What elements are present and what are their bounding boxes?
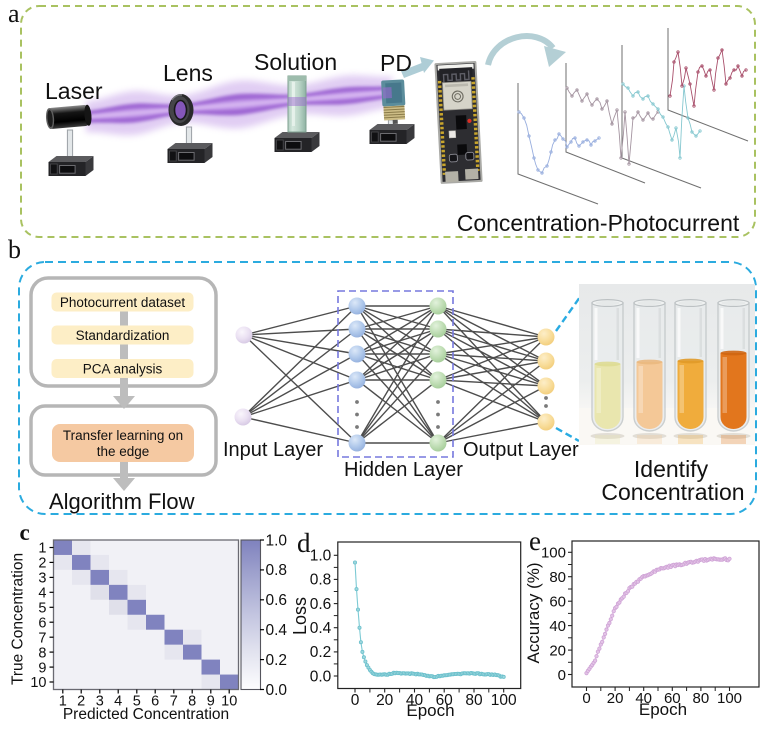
svg-text:9: 9: [38, 660, 46, 676]
svg-text:Identify: Identify: [634, 456, 709, 482]
svg-text:Solution: Solution: [254, 49, 337, 75]
svg-text:9: 9: [207, 694, 215, 710]
svg-text:0.0: 0.0: [266, 682, 288, 699]
svg-text:Concentration-Photocurrent: Concentration-Photocurrent: [457, 210, 740, 236]
svg-text:60: 60: [549, 594, 566, 611]
svg-text:the edge: the edge: [97, 444, 150, 459]
svg-text:7: 7: [38, 630, 46, 646]
svg-text:3: 3: [38, 571, 46, 587]
svg-text:7: 7: [170, 694, 178, 710]
svg-text:20: 20: [549, 642, 566, 659]
svg-text:PCA analysis: PCA analysis: [83, 362, 163, 377]
svg-text:100: 100: [541, 545, 566, 562]
svg-text:0: 0: [351, 692, 360, 709]
svg-text:0: 0: [558, 667, 566, 684]
svg-text:40: 40: [549, 618, 566, 635]
svg-text:0.6: 0.6: [310, 596, 332, 613]
svg-text:4: 4: [114, 694, 122, 710]
svg-text:0.8: 0.8: [310, 572, 332, 589]
svg-text:1.0: 1.0: [266, 532, 288, 549]
svg-text:4: 4: [38, 586, 46, 602]
svg-text:20: 20: [607, 690, 624, 707]
svg-text:Laser: Laser: [45, 78, 103, 104]
svg-text:6: 6: [38, 615, 46, 631]
svg-text:c: c: [20, 520, 30, 545]
svg-text:0.8: 0.8: [266, 562, 288, 579]
svg-text:Lens: Lens: [163, 60, 213, 86]
svg-text:1: 1: [59, 694, 67, 710]
svg-text:a: a: [8, 0, 20, 28]
svg-text:0.4: 0.4: [310, 620, 332, 637]
svg-text:b: b: [8, 235, 21, 264]
svg-text:0.4: 0.4: [266, 622, 288, 639]
svg-text:Epoch: Epoch: [406, 701, 454, 720]
svg-text:0.6: 0.6: [266, 592, 288, 609]
svg-text:Standardization: Standardization: [76, 328, 170, 343]
svg-text:3: 3: [96, 694, 104, 710]
svg-text:Epoch: Epoch: [639, 700, 687, 719]
svg-text:10: 10: [221, 694, 237, 710]
svg-text:5: 5: [133, 694, 141, 710]
svg-text:Predicted Concentration: Predicted Concentration: [63, 706, 229, 723]
svg-text:40: 40: [635, 690, 652, 707]
svg-text:Hidden Layer: Hidden Layer: [344, 459, 463, 481]
svg-text:10: 10: [30, 675, 46, 691]
svg-text:Input Layer: Input Layer: [223, 439, 323, 461]
svg-text:Concentration: Concentration: [601, 479, 744, 505]
svg-text:1.0: 1.0: [310, 548, 332, 565]
svg-text:Accuracy (%): Accuracy (%): [524, 562, 543, 663]
svg-text:80: 80: [549, 569, 566, 586]
svg-text:e: e: [529, 526, 541, 556]
svg-text:80: 80: [693, 690, 710, 707]
svg-text:Output Layer: Output Layer: [463, 439, 579, 461]
svg-text:20: 20: [376, 692, 394, 709]
svg-text:0.2: 0.2: [266, 652, 288, 669]
svg-text:Transfer learning on: Transfer learning on: [63, 428, 183, 443]
svg-text:100: 100: [491, 692, 517, 709]
svg-text:40: 40: [406, 692, 424, 709]
svg-text:d: d: [297, 528, 311, 558]
svg-text:True Concentration: True Concentration: [10, 553, 27, 685]
svg-text:0.2: 0.2: [310, 644, 332, 661]
svg-text:0.0: 0.0: [310, 668, 332, 685]
svg-text:PD: PD: [380, 50, 412, 76]
svg-text:2: 2: [77, 694, 85, 710]
svg-text:100: 100: [717, 690, 742, 707]
svg-text:1: 1: [38, 541, 46, 557]
svg-text:8: 8: [38, 645, 46, 661]
svg-text:60: 60: [436, 692, 454, 709]
svg-text:8: 8: [188, 694, 196, 710]
svg-text:60: 60: [664, 690, 681, 707]
svg-text:Algorithm Flow: Algorithm Flow: [49, 489, 195, 514]
svg-text:6: 6: [151, 694, 159, 710]
svg-text:Photocurrent dataset: Photocurrent dataset: [60, 295, 186, 310]
svg-text:2: 2: [38, 556, 46, 572]
svg-text:5: 5: [38, 601, 46, 617]
svg-text:80: 80: [465, 692, 483, 709]
svg-text:0: 0: [582, 690, 590, 707]
svg-text:Loss: Loss: [290, 597, 310, 635]
